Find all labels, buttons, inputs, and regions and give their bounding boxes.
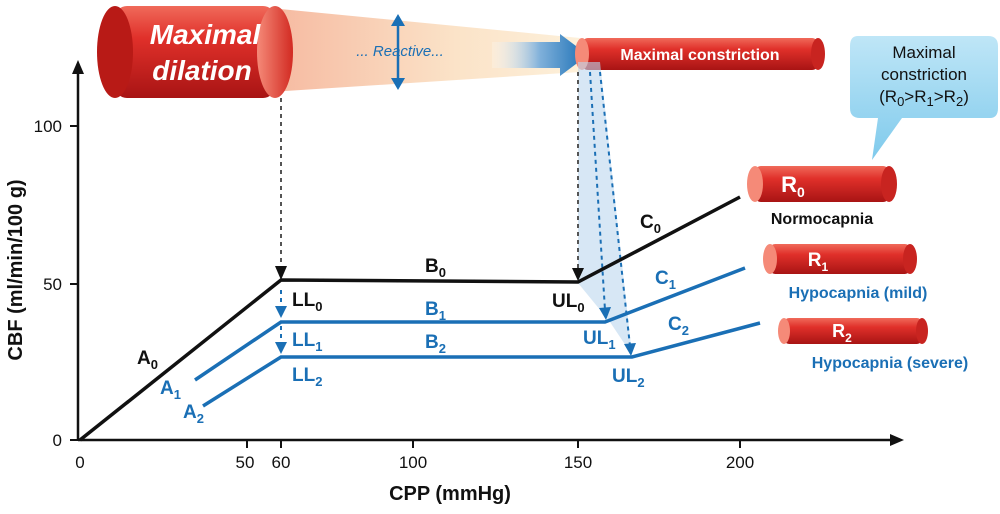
x-axis-title: CPP (mmHg) [389,483,511,505]
x-tick-200: 200 [726,453,754,472]
label-ul1: UL1 [583,328,616,352]
label-c0: C0 [640,212,661,236]
label-c2: C2 [668,314,689,338]
reactive-double-arrow [391,14,405,90]
dilation-line2: dilation [152,55,252,86]
label-b0: B0 [425,256,446,280]
curve-normocapnia [78,195,741,442]
constriction-callout: Maximal constriction (R0>R1>R2) [850,36,998,160]
projection-arrows [275,71,636,356]
condition-hypocapnia-mild: Hypocapnia (mild) [789,285,928,302]
label-a2: A2 [183,402,204,426]
label-c1: C1 [655,268,676,292]
callout-line2: constriction [881,65,967,84]
label-ul0: UL0 [552,291,585,315]
reactive-cone [270,8,580,92]
y-ticks: 0 50 100 [34,117,78,450]
condition-hypocapnia-severe: Hypocapnia (severe) [812,355,969,372]
constriction-vessel: Maximal constriction [575,38,825,70]
curve-hypocapnia-severe [202,321,761,408]
label-ul2: UL2 [612,366,645,390]
condition-normocapnia: Normocapnia [771,211,873,228]
dilation-vessel: Maximal dilation [97,6,293,98]
label-b1: B1 [425,299,446,323]
label-ll1: LL1 [292,330,322,354]
label-b2: B2 [425,332,446,356]
y-tick-100: 100 [34,117,62,136]
y-tick-50: 50 [43,275,62,294]
x-tick-100: 100 [399,453,427,472]
x-tick-0: 0 [75,453,84,472]
vessel-r0: R0 [747,166,897,202]
constriction-label: Maximal constriction [620,47,779,64]
x-tick-150: 150 [564,453,592,472]
vessel-r2: R2 [778,318,928,345]
vessel-r1: R1 [763,244,917,274]
callout-line1: Maximal [892,43,955,62]
y-tick-0: 0 [53,431,62,450]
reactive-arrow [492,34,588,76]
x-ticks: 0 50 60 100 150 200 [75,440,754,472]
reactive-label: ... Reactive... [356,43,444,60]
label-a0: A0 [137,348,158,372]
curve-hypocapnia-mild [194,266,746,382]
callout-line3: (R0>R1>R2) [879,87,969,109]
label-ll2: LL2 [292,365,322,389]
y-axis-title: CBF (ml/min/100 g) [5,179,27,360]
axes [72,60,904,446]
x-tick-50: 50 [236,453,255,472]
ul-shaded-region [578,62,632,355]
label-a1: A1 [160,378,181,402]
label-ll0: LL0 [292,290,322,314]
x-tick-60: 60 [272,453,291,472]
dilation-line1: Maximal [150,19,262,50]
